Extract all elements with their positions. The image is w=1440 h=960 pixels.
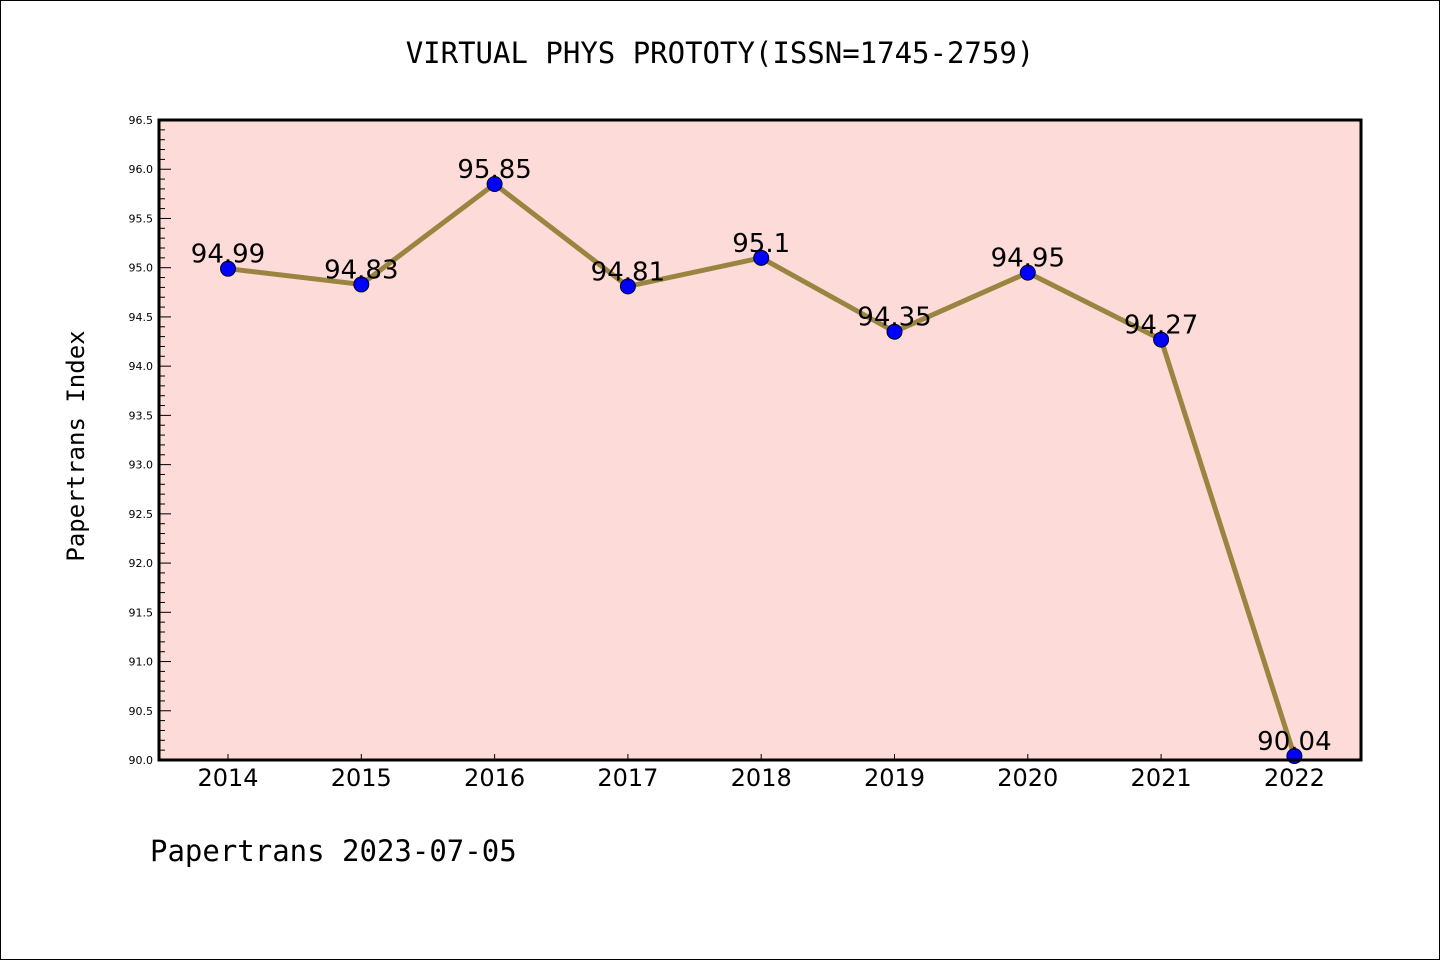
data-point	[753, 249, 770, 266]
data-point	[1153, 331, 1170, 348]
y-tick-label: 92.5	[129, 508, 154, 521]
y-tick-label: 94.5	[129, 311, 154, 324]
x-axis: 2014 2015 2016 2017 2018 2019 2020 2021 2022	[197, 754, 1325, 792]
data-label: 95.1	[732, 229, 790, 259]
data-label: 95.85	[457, 155, 531, 185]
x-tick-label: 2022	[1264, 764, 1325, 792]
y-tick-label: 96.0	[129, 163, 154, 176]
x-tick-label: 2015	[331, 764, 392, 792]
x-tick-label: 2019	[864, 764, 925, 792]
plot-area	[159, 120, 1361, 760]
x-tick-label: 2017	[597, 764, 658, 792]
data-label: 94.95	[991, 244, 1065, 274]
y-tick-label: 90.5	[129, 705, 154, 718]
plot-border	[157, 118, 1363, 762]
data-point	[486, 176, 503, 192]
x-tick-label: 2018	[731, 764, 792, 792]
data-point	[220, 260, 236, 277]
x-tick-label: 2016	[464, 764, 525, 792]
data-label: 94.35	[857, 303, 931, 333]
y-axis: 90.0 90.5 91.0 91.5 92.0 92.5 93.0 93.5 94.0 94.5…	[129, 114, 171, 767]
footer-text: Papertrans 2023-07-05	[150, 834, 517, 868]
data-label: 94.99	[191, 240, 265, 270]
y-tick-label: 96.5	[129, 114, 154, 127]
y-tick-label: 92.0	[129, 557, 154, 570]
y-tick-label: 90.0	[129, 754, 154, 767]
y-tick-label: 93.5	[129, 409, 154, 422]
x-tick-label: 2021	[1131, 764, 1192, 792]
y-tick-label: 95.5	[129, 212, 154, 225]
data-label: 94.83	[324, 255, 398, 285]
data-label: 94.27	[1124, 311, 1198, 341]
data-markers	[220, 176, 1303, 765]
y-tick-label: 91.5	[129, 606, 154, 619]
data-label: 94.81	[591, 257, 665, 287]
y-axis-label: Papertrans Index	[62, 330, 90, 561]
data-point	[886, 323, 903, 340]
data-point	[1019, 264, 1036, 281]
x-tick-label: 2014	[197, 764, 258, 792]
y-tick-label: 94.0	[129, 360, 154, 373]
data-point	[353, 276, 370, 293]
data-point	[619, 278, 636, 295]
y-tick-label: 95.0	[129, 262, 154, 275]
y-tick-label: 93.0	[129, 459, 154, 472]
chart-title: VIRTUAL PHYS PROTOTY(ISSN=1745-2759)	[405, 36, 1035, 70]
x-tick-label: 2020	[997, 764, 1058, 792]
data-label: 90.04	[1257, 727, 1331, 757]
data-labels: 94.99 94.83 95.85 94.81 95.1 94.35 94.95 94.27 9…	[191, 155, 1332, 757]
y-tick-label: 91.0	[129, 656, 154, 669]
